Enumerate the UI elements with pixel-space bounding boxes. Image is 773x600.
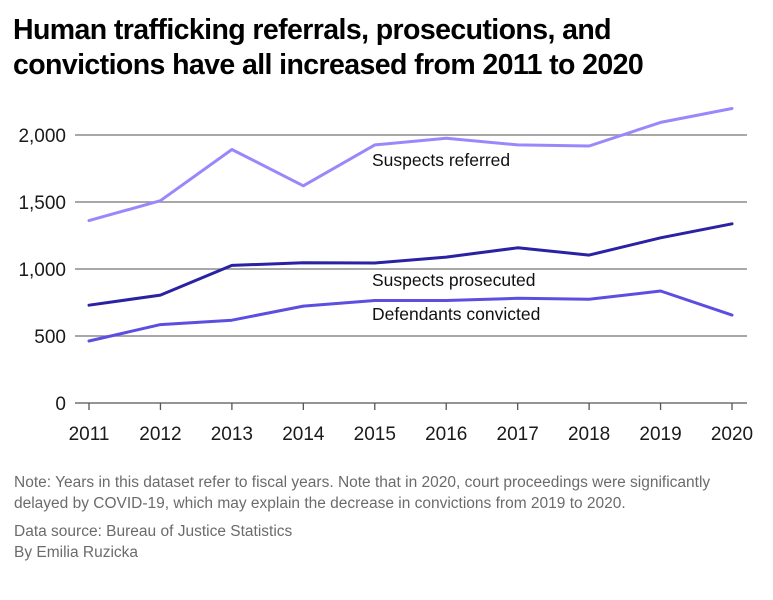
x-axis: 2011 2012 2013 2014 2015 2016 2017 2018 2019 2020	[69, 403, 753, 445]
x-tick-label: 2013	[211, 424, 253, 445]
x-tick-label: 2011	[69, 424, 110, 445]
x-tick-label: 2018	[568, 424, 610, 445]
gridlines	[75, 134, 747, 404]
x-tick-label: 2017	[497, 424, 539, 445]
series-line-suspects-prosecuted	[87, 222, 734, 307]
line-chart: 0 500 1,000 1,500 2,000 2011 2012 2013 2014 2015…	[18, 107, 753, 445]
byline: By Emilia Ruzicka	[14, 544, 139, 561]
series-label: Suspects prosecuted	[372, 270, 535, 290]
x-tick-label: 2020	[711, 424, 753, 445]
x-tick-label: 2015	[354, 424, 396, 445]
y-axis-ticks: 0 500 1,000 1,500 2,000	[18, 126, 66, 415]
x-tick-label: 2014	[282, 424, 325, 445]
y-tick-label: 1,500	[18, 193, 66, 214]
series-label: Suspects referred	[372, 150, 510, 170]
y-tick-label: 0	[55, 394, 66, 415]
chart-notes: Note: Years in this dataset refer to fis…	[14, 472, 764, 563]
series-labels: Suspects referred Suspects prosecuted Defe…	[372, 150, 540, 324]
chart-title: Human trafficking referrals, prosecution…	[13, 14, 644, 81]
series-lines	[87, 107, 734, 343]
series-line-defendants-convicted	[87, 289, 734, 343]
x-tick-label: 2012	[139, 424, 181, 445]
series-line-suspects-referred	[87, 107, 734, 223]
y-tick-label: 2,000	[18, 126, 66, 147]
x-tick-label: 2019	[639, 424, 681, 445]
y-tick-label: 1,000	[18, 260, 66, 281]
note-text: Note: Years in this dataset refer to fis…	[14, 474, 711, 512]
x-tick-label: 2016	[425, 424, 467, 445]
data-source: Data source: Bureau of Justice Statistic…	[14, 523, 293, 540]
series-label: Defendants convicted	[372, 304, 540, 324]
y-tick-label: 500	[34, 327, 66, 348]
